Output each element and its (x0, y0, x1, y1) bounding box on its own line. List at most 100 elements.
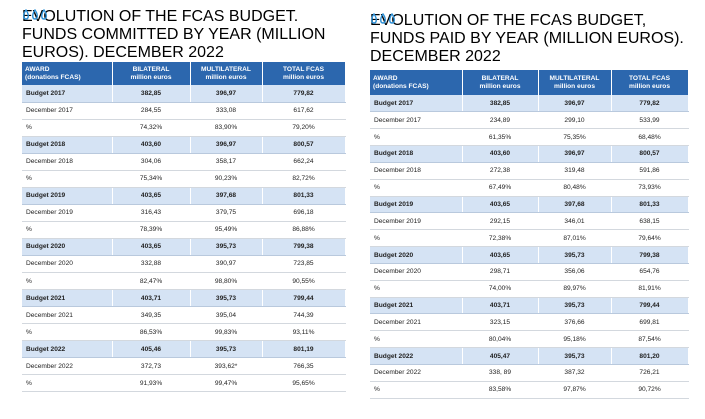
table-cell: 349,35 (112, 306, 191, 325)
header-line: AWARD (25, 65, 50, 73)
table-cell: 766,35 (262, 357, 346, 376)
table-cell: December 2020 (22, 255, 113, 274)
table-row: December 2018 272,38 319,48 591,86 (370, 162, 689, 180)
table-cell: 234,89 (462, 111, 539, 130)
table-cell: 799,38 (611, 246, 689, 264)
table-row: Budget 2020 403,65 395,73 799,38 (22, 238, 346, 256)
table-cell: 395,73 (190, 340, 263, 359)
table-cell: 304,06 (112, 153, 191, 171)
data-table: AWARD (donations FCAS) BILATERAL million eu… (370, 70, 689, 399)
table-cell: 801,33 (262, 187, 346, 205)
table-row: December 2017 284,55 333,08 617,62 (22, 102, 346, 120)
table-cell: Budget 2018 (22, 136, 113, 154)
table-cell: % (22, 221, 113, 239)
table-row: December 2018 304,06 358,17 662,24 (22, 153, 346, 171)
table-cell: 397,68 (190, 187, 263, 205)
table-cell: % (370, 381, 463, 399)
table-cell: 638,15 (611, 212, 689, 231)
table-cell: December 2021 (22, 306, 113, 325)
table-cell: 779,82 (611, 95, 689, 113)
table-row: Budget 2022 405,46 395,73 801,19 (22, 340, 346, 359)
table-cell: 403,71 (462, 297, 539, 315)
table-row: % 86,53% 99,83% 93,11% (22, 323, 346, 342)
table-cell: 390,97 (190, 255, 263, 274)
header-line: BILATERAL (481, 74, 519, 82)
table-cell: 90,23% (190, 170, 263, 188)
table-cell: 74,00% (462, 280, 539, 298)
title-line: EVOLUTION OF THE FCAS BUDGET, (370, 12, 647, 29)
table-cell: 79,64% (611, 229, 689, 248)
table-cell: 405,47 (462, 347, 539, 365)
table-row: % 83,58% 97,87% 90,72% (370, 381, 689, 399)
header-line: million euros (553, 82, 596, 90)
table-cell: 801,19 (262, 340, 346, 359)
table-cell: 74,32% (112, 119, 191, 137)
table-cell: % (22, 374, 113, 393)
table-cell: 79,20% (262, 119, 346, 137)
table-cell: 67,49% (462, 179, 539, 197)
table-cell: 86,88% (262, 221, 346, 239)
committed-panel: EVOLUTION OF THE FCAS BUDGET. FUNDS COMMI… (22, 8, 346, 393)
paid-panel: EVOLUTION OF THE FCAS BUDGET, FUNDS PAID … (370, 12, 689, 399)
table-row: % 75,34% 90,23% 82,72% (22, 170, 346, 188)
table-cell: 83,90% (190, 119, 263, 137)
header-cell: BILATERAL million euros (112, 62, 191, 85)
table-cell: 395,73 (538, 347, 612, 365)
table-cell: 99,83% (190, 323, 263, 342)
table-cell: 395,73 (538, 297, 612, 315)
table-row: December 2017 234,89 299,10 533,99 (370, 111, 689, 130)
table-row: % 61,35% 75,35% 68,48% (370, 128, 689, 147)
table-cell: 800,57 (262, 136, 346, 154)
table-cell: 333,08 (190, 102, 263, 120)
table-cell: 87,01% (538, 229, 612, 248)
table-row: Budget 2018 403,60 396,97 800,57 (370, 145, 689, 163)
panel-title: EVOLUTION OF THE FCAS BUDGET, FUNDS PAID … (370, 12, 688, 66)
table-cell: 779,82 (262, 85, 346, 103)
header-line: TOTAL FCAS (628, 74, 671, 82)
header-line: (donations FCAS) (373, 82, 429, 90)
table-cell: 723,85 (262, 255, 346, 274)
table-row: Budget 2019 403,65 397,68 801,33 (22, 187, 346, 205)
table-cell: 332,88 (112, 255, 191, 274)
table-cell: Budget 2022 (22, 340, 113, 359)
table-cell: 346,01 (538, 212, 612, 231)
table-cell: 800,57 (611, 145, 689, 163)
header-line: MULTILATERAL (549, 74, 600, 82)
table-cell: 379,75 (190, 204, 263, 222)
table-cell: December 2018 (22, 153, 113, 171)
table-cell: Budget 2019 (370, 196, 463, 214)
table-cell: 396,97 (190, 136, 263, 154)
table-row: December 2021 349,35 395,04 744,39 (22, 306, 346, 325)
table-cell: 80,48% (538, 179, 612, 197)
table-row: Budget 2018 403,60 396,97 800,57 (22, 136, 346, 154)
table-body: Budget 2017 382,85 396,97 779,82 December 20… (370, 95, 689, 399)
table-cell: 99,47% (190, 374, 263, 393)
data-table: AWARD (donations FCAS) BILATERAL million eu… (22, 62, 346, 393)
header-line: AWARD (373, 74, 398, 82)
header-cell: MULTILATERAL million euros (190, 62, 263, 85)
table-cell: 799,44 (262, 289, 346, 308)
table-cell: 395,73 (538, 246, 612, 264)
table-cell: 405,46 (112, 340, 191, 359)
header-line: (donations FCAS) (25, 73, 81, 81)
table-cell: 396,97 (190, 85, 263, 103)
table-cell: 284,55 (112, 102, 191, 120)
table-cell: 726,21 (611, 364, 689, 382)
table-cell: 376,66 (538, 313, 612, 332)
table-cell: 395,73 (190, 289, 263, 308)
panel-title: EVOLUTION OF THE FCAS BUDGET. FUNDS COMMI… (22, 8, 345, 62)
table-cell: 89,97% (538, 280, 612, 298)
table-head: AWARD (donations FCAS) BILATERAL million eu… (370, 70, 689, 95)
table-cell: 90,72% (611, 381, 689, 399)
table-cell: 395,73 (190, 238, 263, 256)
table-cell: 316,43 (112, 204, 191, 222)
table-cell: % (22, 272, 113, 291)
header-line: million euros (628, 82, 671, 90)
table-cell: December 2020 (370, 263, 463, 281)
table-cell: 403,65 (112, 187, 191, 205)
table-row: % 80,04% 95,18% 87,54% (370, 330, 689, 349)
table-cell: 393,62* (190, 357, 263, 376)
table-cell: 801,33 (611, 196, 689, 214)
table-cell: 87,54% (611, 330, 689, 349)
table-cell: 61,35% (462, 128, 539, 147)
